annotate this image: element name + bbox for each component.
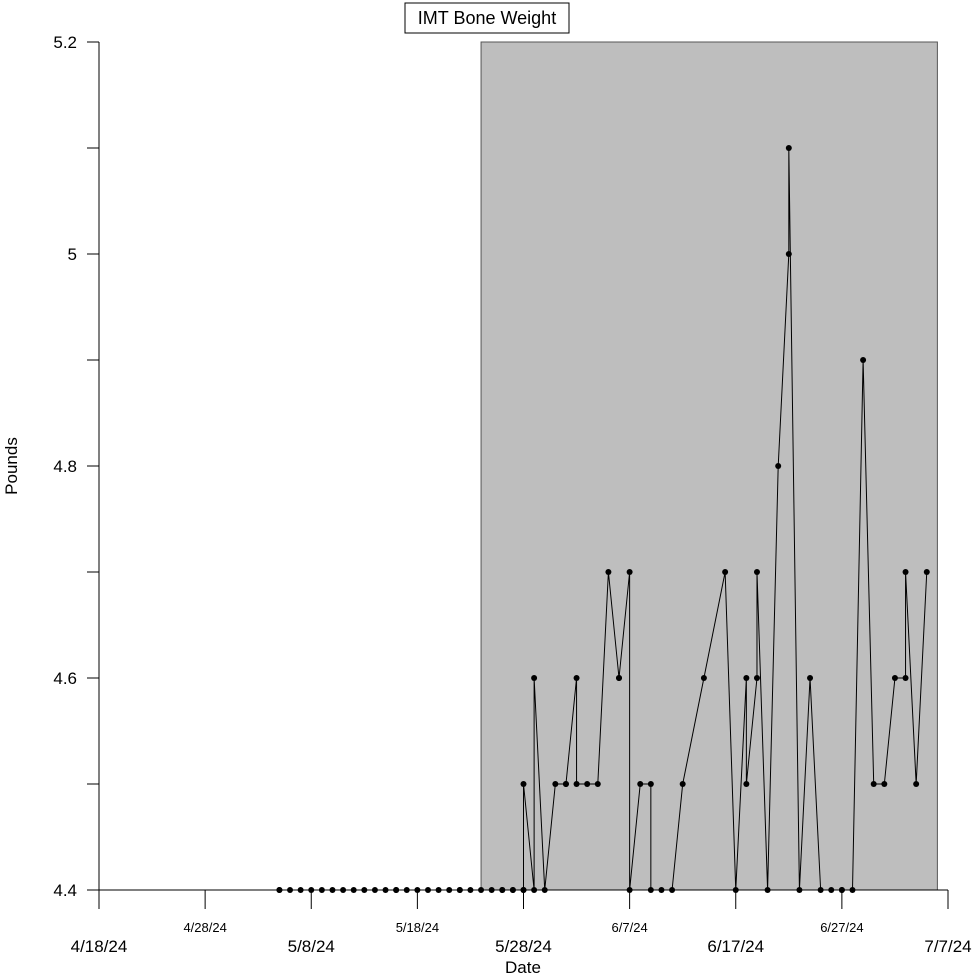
data-point xyxy=(478,887,485,893)
data-point xyxy=(732,887,739,893)
data-point xyxy=(573,781,580,787)
data-point xyxy=(456,887,463,893)
data-point xyxy=(796,887,803,893)
data-point xyxy=(541,887,548,893)
data-point xyxy=(488,887,495,893)
data-point xyxy=(605,569,612,575)
data-point xyxy=(870,781,877,787)
data-point xyxy=(913,781,920,787)
y-axis: 4.4 4.6 4.8 5 5.2 xyxy=(53,33,100,900)
data-point xyxy=(287,887,294,893)
data-point xyxy=(753,569,760,575)
data-point xyxy=(753,675,760,681)
data-point xyxy=(584,781,591,787)
x-tick-label: 6/27/24 xyxy=(820,920,863,935)
data-point xyxy=(891,675,898,681)
data-point xyxy=(669,887,676,893)
data-point xyxy=(329,887,336,893)
x-tick-label: 5/18/24 xyxy=(396,920,439,935)
data-point xyxy=(764,887,771,893)
x-tick-label: 4/18/24 xyxy=(71,937,128,956)
data-point xyxy=(626,569,633,575)
data-point xyxy=(520,887,527,893)
data-point xyxy=(531,675,538,681)
data-point xyxy=(297,887,304,893)
y-tick-label: 5 xyxy=(68,245,77,264)
data-point xyxy=(361,887,368,893)
x-tick-label: 6/17/24 xyxy=(707,937,764,956)
data-point xyxy=(743,675,750,681)
data-point xyxy=(849,887,856,893)
data-point xyxy=(371,887,378,893)
y-axis-title: Pounds xyxy=(2,437,21,495)
data-point xyxy=(509,887,516,893)
data-point xyxy=(340,887,347,893)
y-tick-label: 4.8 xyxy=(53,457,77,476)
data-point xyxy=(658,887,665,893)
data-point xyxy=(679,781,686,787)
data-point xyxy=(403,887,410,893)
data-point xyxy=(722,569,729,575)
data-point xyxy=(860,357,867,363)
data-point xyxy=(467,887,474,893)
data-point xyxy=(626,887,633,893)
y-tick-label: 4.6 xyxy=(53,669,77,688)
data-point xyxy=(775,463,782,469)
data-point xyxy=(881,781,888,787)
x-tick-label: 5/28/24 xyxy=(495,937,552,956)
data-point xyxy=(902,675,909,681)
data-point xyxy=(785,251,792,257)
x-tick-label: 4/28/24 xyxy=(183,920,226,935)
data-point xyxy=(807,675,814,681)
data-point xyxy=(817,887,824,893)
data-point xyxy=(743,781,750,787)
data-point xyxy=(637,781,644,787)
data-point xyxy=(520,781,527,787)
data-point xyxy=(647,887,654,893)
data-point xyxy=(446,887,453,893)
x-axis: 4/18/24 4/28/24 5/8/24 5/18/24 5/28/24 6/7/24… xyxy=(71,889,972,956)
data-point xyxy=(382,887,389,893)
data-point xyxy=(902,569,909,575)
data-point xyxy=(393,887,400,893)
data-point xyxy=(531,887,538,893)
chart-title-box: IMT Bone Weight xyxy=(404,2,570,34)
data-point xyxy=(424,887,431,893)
x-tick-label: 5/8/24 xyxy=(288,937,335,956)
y-tick-label: 5.2 xyxy=(53,33,77,52)
data-point xyxy=(435,887,442,893)
x-tick-label: 7/7/24 xyxy=(924,937,971,956)
chart-title: IMT Bone Weight xyxy=(418,8,556,28)
data-point xyxy=(414,887,421,893)
data-point xyxy=(499,887,506,893)
data-point xyxy=(616,675,623,681)
data-point xyxy=(700,675,707,681)
data-point xyxy=(785,145,792,151)
data-point xyxy=(552,781,559,787)
data-point xyxy=(594,781,601,787)
data-point xyxy=(276,887,283,893)
data-point xyxy=(923,569,930,575)
data-point xyxy=(308,887,315,893)
data-point xyxy=(350,887,357,893)
data-point xyxy=(562,781,569,787)
data-point xyxy=(838,887,845,893)
series-points xyxy=(276,145,930,893)
shaded-region xyxy=(480,41,938,891)
data-point xyxy=(647,781,654,787)
data-point xyxy=(573,675,580,681)
y-tick-label: 4.4 xyxy=(53,881,77,900)
x-axis-title: Date xyxy=(505,958,541,977)
x-tick-label: 6/7/24 xyxy=(612,920,648,935)
data-point xyxy=(318,887,325,893)
data-point xyxy=(828,887,835,893)
